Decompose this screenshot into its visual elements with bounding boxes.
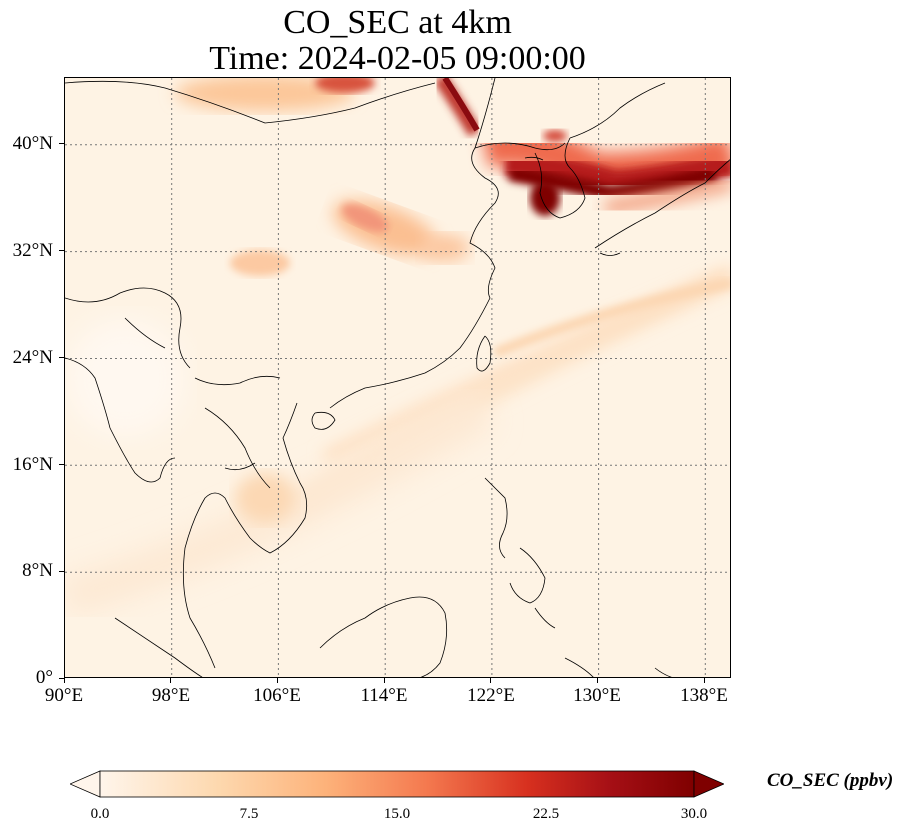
lat-label-16n: 16°N [12,454,53,475]
lon-tick-mark [170,678,172,683]
lat-tick-mark [59,463,64,465]
colorbar-tick-4: 30.0 [680,806,708,822]
graticule [65,78,730,677]
lon-tick-mark [63,678,65,683]
concentration-field [65,78,730,618]
lat-tick-mark [59,570,64,572]
lat-label-8n: 8°N [22,560,53,581]
lat-tick-mark [59,143,64,145]
lon-label-106e: 106°E [253,685,301,706]
colorbar-tick-1: 7.5 [239,806,259,822]
map-title: CO_SEC at 4km [283,4,512,41]
lat-tick-mark [59,356,64,358]
lat-tick-mark [59,677,64,679]
lon-tick-mark [490,678,492,683]
lon-tick-mark [703,678,705,683]
lat-tick-mark [59,250,64,252]
map-panel [64,77,731,678]
colorbar-extend-low [68,770,101,798]
lon-label-138e: 138°E [680,685,728,706]
lon-label-130e: 130°E [573,685,621,706]
lon-label-122e: 122°E [467,685,515,706]
lat-label-24n: 24°N [12,347,53,368]
colorbar-tick-3: 22.5 [532,806,560,822]
colorbar-tick-0: 0.0 [90,806,110,822]
colorbar-extend-high [693,770,726,798]
lon-label-114e: 114°E [360,685,408,706]
lon-tick-mark [276,678,278,683]
colorbar-label: CO_SEC (ppbv) [767,770,894,791]
map-time-subtitle: Time: 2024-02-05 09:00:00 [209,40,586,77]
lat-label-40n: 40°N [12,133,53,154]
colorbar-tick-2: 15.0 [383,806,411,822]
map-canvas [65,78,730,677]
colorbar-gradient [99,770,695,798]
lat-label-32n: 32°N [12,240,53,261]
coastlines [65,78,730,677]
colorbar [68,770,726,798]
lon-label-98e: 98°E [151,685,191,706]
lon-label-90e: 90°E [44,685,84,706]
lon-tick-mark [383,678,385,683]
lat-label-0: 0° [35,667,53,688]
lon-tick-mark [597,678,599,683]
